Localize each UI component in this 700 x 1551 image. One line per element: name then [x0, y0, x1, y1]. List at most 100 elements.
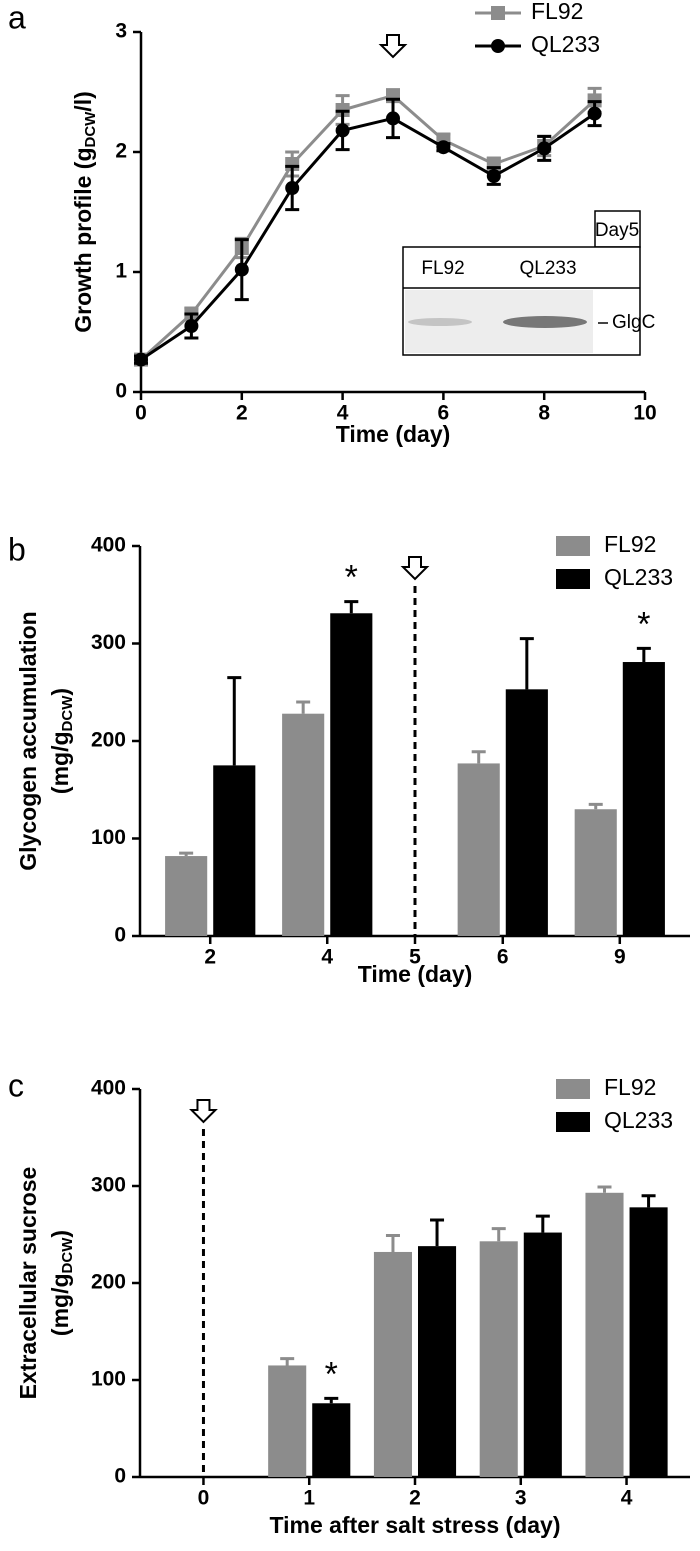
legend-marker [491, 6, 505, 20]
error-bar [344, 600, 359, 614]
legend-swatch [556, 1079, 590, 1099]
error-bar [179, 851, 194, 857]
legend-marker [491, 39, 505, 53]
legend-label: QL233 [531, 31, 600, 57]
y-axis-label-part: Glycogen accumulation [15, 611, 41, 870]
bar [268, 1365, 307, 1477]
error-bar [324, 1396, 339, 1404]
arrow-marker [378, 34, 408, 59]
y-axis-label: (mg/gDCW) [47, 688, 76, 794]
marker [234, 262, 249, 277]
y-axis-label-part: /l) [70, 91, 96, 111]
marker [486, 169, 501, 183]
bar [629, 1207, 668, 1477]
y-tick-label: 200 [91, 1271, 126, 1294]
error-bar [227, 676, 242, 766]
y-tick-label: 0 [115, 380, 127, 403]
y-axis-label-part: (mg/g [47, 731, 73, 794]
significance-star: * [637, 605, 650, 643]
marker [436, 140, 451, 155]
bar [165, 856, 208, 936]
y-tick-label: 1 [115, 260, 127, 283]
x-tick-label: 1 [303, 1487, 315, 1510]
legend-swatch [556, 536, 590, 556]
panel-letter: a [8, 0, 26, 35]
panel-letter: b [8, 531, 26, 567]
bar [373, 1251, 412, 1477]
x-tick-label: 2 [236, 402, 248, 425]
x-tick-label: 4 [337, 402, 349, 425]
y-tick-label: 400 [91, 1077, 126, 1100]
y-axis-label-subscript: DCW [82, 111, 99, 148]
x-axis-label: Time after salt stress (day) [269, 1512, 560, 1538]
y-tick-label: 0 [114, 924, 126, 947]
y-axis-label-subscript: DCW [59, 695, 76, 732]
x-tick-label: 6 [438, 402, 450, 425]
marker [335, 123, 350, 138]
legend-label: FL92 [604, 531, 656, 557]
error-bar [491, 1227, 506, 1242]
legend-label: FL92 [531, 0, 583, 24]
x-tick-label: 2 [204, 946, 216, 969]
y-tick-label: 300 [91, 631, 126, 654]
marker [386, 111, 400, 126]
inset-band-label: GlgC [612, 312, 655, 333]
error-bar [385, 1233, 400, 1252]
y-axis-label-part: (mg/g [47, 1273, 73, 1336]
bar [523, 1232, 562, 1477]
error-bar [471, 750, 486, 764]
inset-tab-label: Day5 [595, 220, 639, 241]
y-tick-label: 3 [115, 20, 127, 43]
series-line [139, 93, 596, 361]
error-bar [519, 637, 534, 690]
bar [330, 613, 373, 936]
y-tick-label: 2 [115, 140, 127, 163]
y-tick-label: 100 [91, 1368, 126, 1391]
y-axis-label-part: Growth profile (g [70, 148, 96, 333]
y-tick-label: 400 [91, 534, 126, 557]
x-tick-label: 6 [497, 946, 509, 969]
bar [213, 765, 256, 936]
gel-band [408, 318, 472, 326]
error-bar [641, 1194, 656, 1208]
y-tick-label: 200 [91, 729, 126, 752]
x-tick-label: 9 [614, 946, 626, 969]
error-bar [430, 1218, 445, 1247]
y-axis-label: Growth profile (gDCW/l) [70, 91, 99, 333]
error-bar [636, 646, 651, 663]
y-axis-label: Glycogen accumulation [15, 611, 41, 870]
x-tick-label: 0 [135, 402, 147, 425]
series-line [140, 112, 596, 361]
y-tick-label: 0 [114, 1465, 126, 1488]
panel-letter: c [8, 1067, 24, 1103]
marker [587, 106, 602, 121]
legend-swatch [556, 569, 590, 589]
bar [312, 1403, 351, 1477]
x-tick-label: 4 [621, 1487, 633, 1510]
bar [479, 1241, 518, 1477]
error-bar [588, 802, 603, 810]
marker [184, 319, 199, 333]
x-axis-label: Time (day) [336, 421, 451, 447]
x-tick-label: 0 [198, 1487, 210, 1510]
inset-lane-label: FL92 [421, 258, 464, 279]
significance-star: * [345, 559, 358, 597]
x-tick-label: 2 [409, 1487, 421, 1510]
arrow-marker [400, 556, 430, 581]
legend-label: QL233 [604, 564, 673, 590]
y-axis-label-part: ) [47, 1230, 73, 1238]
arrow-marker [189, 1099, 218, 1124]
error-bar [296, 700, 311, 714]
x-tick-label: 3 [515, 1487, 527, 1510]
y-axis-label: (mg/gDCW) [47, 1230, 76, 1336]
significance-star: * [325, 1355, 338, 1393]
y-axis-label-part: ) [47, 688, 73, 696]
error-bar [535, 1214, 550, 1233]
y-axis-label-part: Extracellular sucrose [15, 1167, 41, 1400]
bar [282, 713, 325, 936]
x-tick-label: 10 [633, 402, 656, 425]
x-axis-label: Time (day) [358, 961, 473, 987]
x-tick-label: 4 [321, 946, 333, 969]
